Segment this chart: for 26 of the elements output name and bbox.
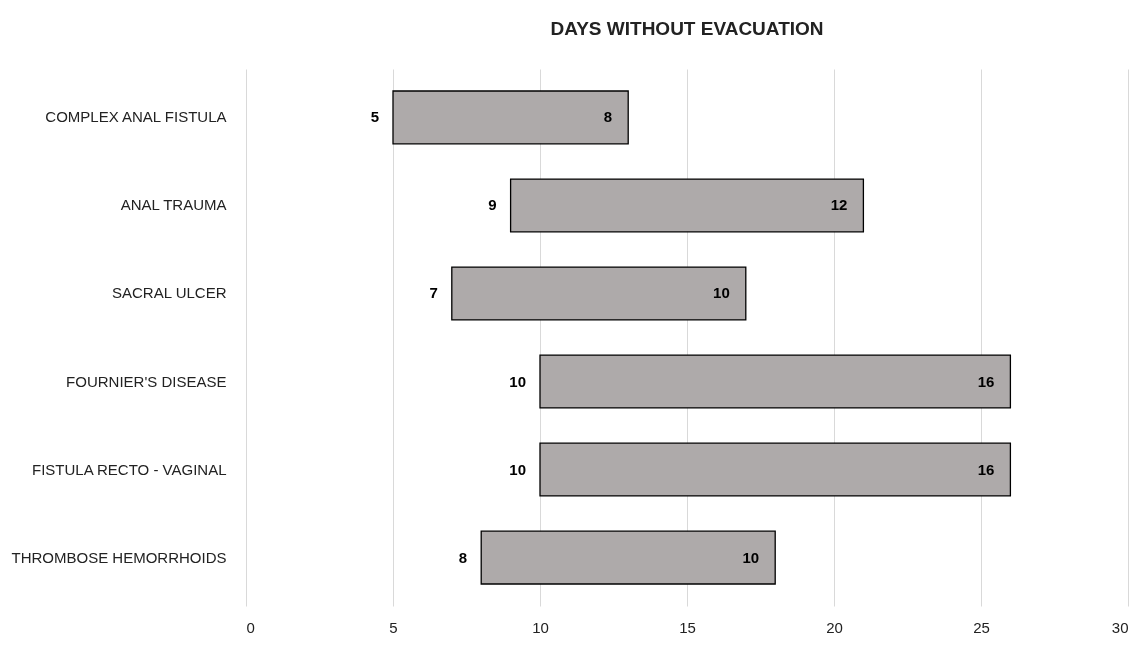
annotation: 10 [509, 372, 526, 390]
y-tick-label: FISTULA RECTO - VAGINAL [32, 460, 227, 478]
data-label: 16 [977, 372, 995, 390]
x-tick-label: 5 [389, 618, 398, 636]
x-tick-label: 15 [679, 618, 696, 636]
data-label: 10 [713, 284, 730, 302]
data-label: 8 [603, 108, 613, 126]
y-tick-label: FOURNIER'S DISEASE [66, 372, 227, 390]
data-label: 12 [830, 196, 848, 214]
x-tick-label: 20 [826, 618, 843, 636]
y-tick-label: SACRAL ULCER [112, 284, 227, 302]
chart-title: DAYS WITHOUT EVACUATION [550, 18, 824, 39]
data-label: 10 [742, 548, 760, 566]
annotation: 10 [509, 460, 526, 478]
annotation: 8 [458, 548, 468, 566]
y-tick-label: COMPLEX ANAL FISTULA [45, 108, 227, 126]
annotation: 7 [429, 284, 438, 302]
y-tick-label: ANAL TRAUMA [120, 196, 227, 214]
x-tick-label: 10 [532, 618, 549, 636]
data-label: 16 [977, 460, 995, 478]
annotation: 9 [488, 196, 497, 214]
x-tick-label: 25 [973, 618, 990, 636]
x-tick-label: 0 [246, 618, 255, 636]
x-tick-label: 30 [1111, 618, 1129, 636]
y-tick-label: THROMBOSE HEMORRHOIDS [11, 548, 227, 566]
annotation: 5 [370, 108, 379, 126]
